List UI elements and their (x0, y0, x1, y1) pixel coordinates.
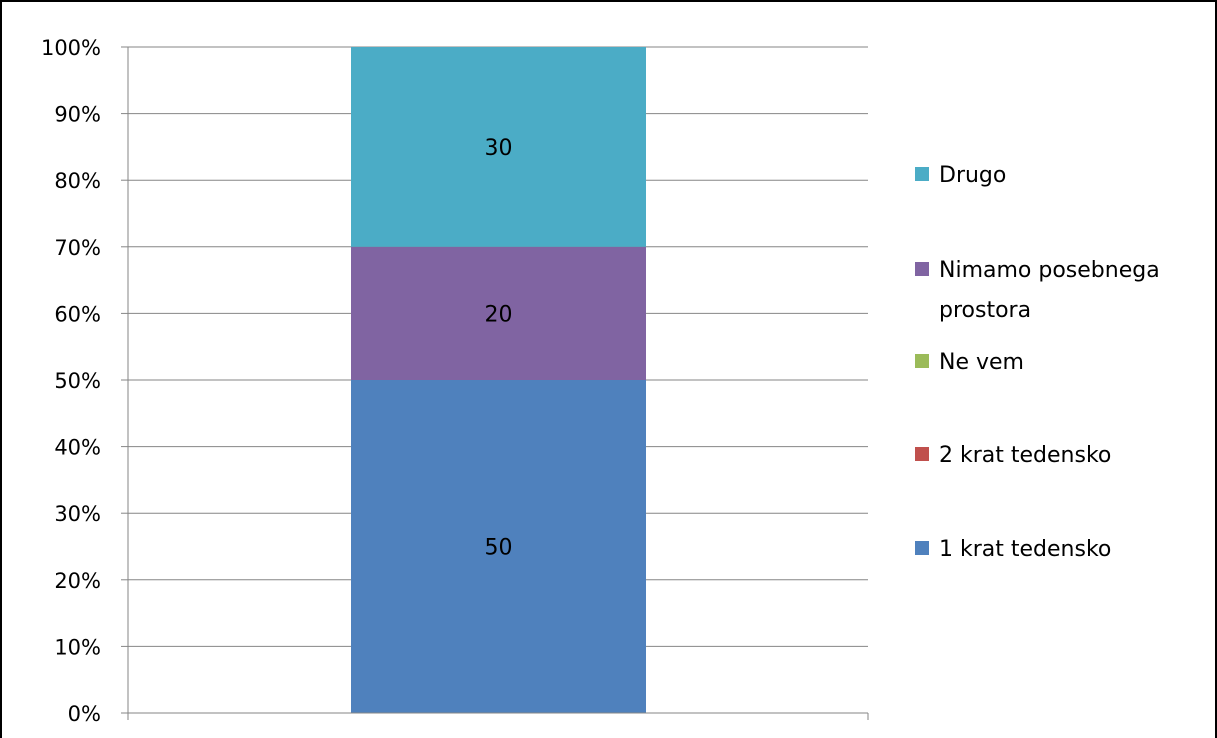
y-tick-label: 50% (54, 369, 101, 393)
legend-label: Nimamo posebnega prostora (939, 258, 1160, 323)
data-label: 20 (485, 302, 513, 327)
y-tick-label: 20% (54, 569, 101, 593)
legend-label: 2 krat tedensko (939, 443, 1111, 468)
y-tick-label: 70% (54, 236, 101, 260)
y-tick-label: 10% (54, 635, 101, 659)
bar-segments (351, 47, 646, 713)
legend-item: Drugo (915, 163, 1006, 188)
axes (127, 47, 869, 720)
y-tick-label: 100% (41, 36, 101, 60)
data-labels: 50 20 30 (485, 136, 513, 561)
y-tick-label: 40% (54, 436, 101, 460)
legend-item: 2 krat tedensko (915, 443, 1111, 468)
y-tick-label: 30% (54, 502, 101, 526)
bar-segment-1-krat-tedensko (351, 380, 646, 713)
legend-swatch (915, 447, 929, 461)
data-label: 30 (485, 136, 513, 161)
legend-item: Nimamo posebnega prostora (915, 258, 1160, 323)
legend-label: 1 krat tedensko (939, 537, 1111, 562)
legend-item: Ne vem (915, 350, 1024, 375)
legend-swatch (915, 354, 929, 368)
bar-segment-nimamo-posebnega-prostora (351, 246, 646, 380)
legend-swatch (915, 541, 929, 555)
y-tick-label: 90% (54, 103, 101, 127)
y-tick-label: 80% (54, 169, 101, 193)
y-axis-ticks: 0% 10% 20% 30% 40% 50% 60% 70% 80% 90% 100% (41, 36, 128, 726)
legend: Drugo Nimamo posebnega prostora Ne vem 2 kra… (915, 163, 1160, 562)
legend-label: Drugo (939, 163, 1006, 188)
y-tick-label: 0% (68, 702, 101, 726)
data-label: 50 (485, 536, 513, 561)
legend-label: Ne vem (939, 350, 1024, 375)
legend-swatch (915, 262, 929, 276)
y-tick-label: 60% (54, 302, 101, 326)
legend-item: 1 krat tedensko (915, 537, 1111, 562)
legend-swatch (915, 167, 929, 181)
bar-segment-drugo (351, 47, 646, 247)
